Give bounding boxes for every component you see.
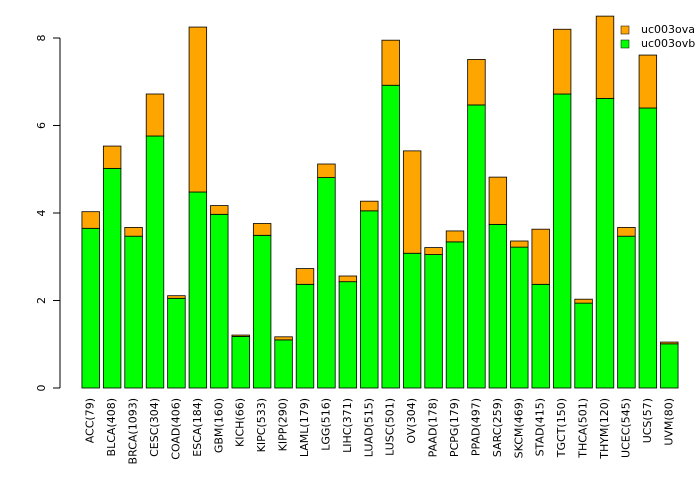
bar-segment-uc003ova bbox=[424, 247, 443, 255]
x-tick-label: LGG(516) bbox=[319, 398, 332, 451]
bar-segment-uc003ovb bbox=[445, 241, 465, 389]
x-tick-label: UCS(57) bbox=[641, 398, 654, 443]
bar-segment-uc003ova bbox=[210, 205, 229, 215]
x-tick-label: STAD(415) bbox=[534, 398, 547, 456]
legend-swatch-uc003ova bbox=[620, 25, 630, 35]
bar-segment-uc003ovb bbox=[424, 254, 443, 389]
x-tick-label: KICH(66) bbox=[234, 398, 247, 447]
x-tick-label: GBM(160) bbox=[212, 398, 225, 453]
x-tick-label: THYM(120) bbox=[598, 398, 611, 460]
bar-segment-uc003ova bbox=[552, 28, 572, 95]
bar-segment-uc003ova bbox=[102, 145, 122, 169]
bar-segment-uc003ova bbox=[188, 26, 208, 193]
bar-segment-uc003ova bbox=[360, 200, 379, 212]
x-tick-label: CESC(304) bbox=[148, 398, 161, 457]
bar-segment-uc003ovb bbox=[295, 283, 315, 389]
x-tick-label: PAAD(178) bbox=[427, 398, 440, 457]
bar-segment-uc003ova bbox=[124, 227, 143, 237]
bar-segment-uc003ova bbox=[595, 15, 615, 99]
x-tick-label: SKCM(469) bbox=[512, 398, 525, 458]
bar-segment-uc003ovb bbox=[231, 335, 250, 389]
x-tick-label: LIHC(371) bbox=[341, 398, 354, 453]
bar-segment-uc003ova bbox=[402, 150, 422, 254]
legend-label-uc003ova: uc003ova bbox=[641, 23, 695, 36]
bar-segment-uc003ovb bbox=[210, 213, 229, 389]
bar-segment-uc003ovb bbox=[102, 167, 122, 389]
bar-segment-uc003ovb bbox=[638, 107, 658, 389]
legend-label-uc003ovb: uc003ovb bbox=[641, 37, 695, 50]
bar-segment-uc003ovb bbox=[81, 227, 100, 389]
y-axis: 0 2 4 6 8 bbox=[35, 35, 61, 392]
bar-segment-uc003ova bbox=[531, 228, 550, 285]
x-tick-label: TGCT(150) bbox=[555, 398, 568, 458]
x-tick-labels: ACC(79) BLCA(408) BRCA(1093) CESC(304) COAD(… bbox=[84, 398, 676, 464]
bar-segment-uc003ova bbox=[231, 334, 250, 337]
bar-segment-uc003ovb bbox=[167, 297, 186, 389]
bar-segment-uc003ova bbox=[445, 230, 465, 243]
y-tick-label: 8 bbox=[35, 35, 48, 42]
x-tick-label: KIPC(533) bbox=[255, 398, 268, 452]
bar-segment-uc003ovb bbox=[274, 339, 293, 389]
bar-segment-uc003ovb bbox=[381, 84, 400, 389]
bar-segment-uc003ova bbox=[660, 341, 679, 345]
x-tick-label: UCEC(545) bbox=[619, 398, 632, 458]
y-tick-label: 2 bbox=[35, 297, 48, 304]
bar-segment-uc003ovb bbox=[552, 93, 572, 389]
x-tick-label: OV(304) bbox=[405, 398, 418, 444]
bar-segment-uc003ovb bbox=[188, 191, 208, 389]
x-tick-label: PPAD(497) bbox=[469, 398, 482, 456]
legend-swatch-uc003ovb bbox=[620, 39, 630, 49]
bars bbox=[81, 15, 679, 389]
x-tick-label: THCA(501) bbox=[577, 398, 590, 459]
bar-segment-uc003ova bbox=[145, 93, 165, 137]
bar-segment-uc003ova bbox=[617, 227, 636, 237]
bar-segment-uc003ova bbox=[381, 39, 400, 86]
x-tick-label: BRCA(1093) bbox=[127, 398, 140, 464]
x-tick-label: KIPP(290) bbox=[277, 398, 290, 451]
bar-segment-uc003ovb bbox=[488, 223, 508, 389]
bar-segment-uc003ovb bbox=[660, 343, 679, 389]
x-tick-label: LUAD(515) bbox=[362, 398, 375, 457]
bar-segment-uc003ova bbox=[338, 275, 358, 283]
y-tick-label: 4 bbox=[35, 210, 48, 217]
bar-segment-uc003ova bbox=[510, 240, 529, 248]
bar-segment-uc003ova bbox=[574, 298, 593, 304]
bar-segment-uc003ova bbox=[317, 163, 336, 178]
x-tick-label: UVM(80) bbox=[662, 398, 675, 446]
x-tick-label: SARC(259) bbox=[491, 398, 504, 457]
bar-segment-uc003ovb bbox=[360, 210, 379, 389]
bar-segment-uc003ovb bbox=[124, 235, 143, 389]
y-tick-label: 0 bbox=[35, 385, 48, 392]
bar-segment-uc003ova bbox=[81, 211, 100, 229]
bar-segment-uc003ovb bbox=[595, 97, 615, 389]
bar-segment-uc003ova bbox=[167, 295, 186, 299]
bar-segment-uc003ovb bbox=[510, 246, 529, 389]
x-tick-label: PCPG(179) bbox=[448, 398, 461, 457]
y-tick-label: 6 bbox=[35, 122, 48, 129]
bar-segment-uc003ovb bbox=[145, 135, 165, 389]
x-tick-label: LAML(179) bbox=[298, 398, 311, 457]
bar-segment-uc003ova bbox=[274, 336, 293, 341]
bar-segment-uc003ova bbox=[467, 59, 486, 106]
x-tick-label: LUSC(501) bbox=[384, 398, 397, 456]
x-tick-label: COAD(406) bbox=[169, 398, 182, 460]
x-tick-label: BLCA(408) bbox=[105, 398, 118, 456]
bar-segment-uc003ovb bbox=[402, 252, 422, 389]
bar-segment-uc003ovb bbox=[317, 177, 336, 389]
bar-segment-uc003ovb bbox=[252, 234, 272, 389]
x-tick-label: ACC(79) bbox=[84, 398, 97, 443]
bar-segment-uc003ova bbox=[295, 268, 315, 285]
bar-segment-uc003ova bbox=[252, 223, 272, 236]
bar-segment-uc003ovb bbox=[617, 235, 636, 389]
bar-segment-uc003ova bbox=[488, 176, 508, 225]
bar-segment-uc003ovb bbox=[467, 104, 486, 389]
bar-segment-uc003ovb bbox=[574, 302, 593, 389]
x-tick-label: ESCA(184) bbox=[191, 398, 204, 457]
bar-segment-uc003ova bbox=[638, 54, 658, 109]
bar-segment-uc003ovb bbox=[531, 283, 550, 389]
bar-segment-uc003ovb bbox=[338, 281, 358, 389]
